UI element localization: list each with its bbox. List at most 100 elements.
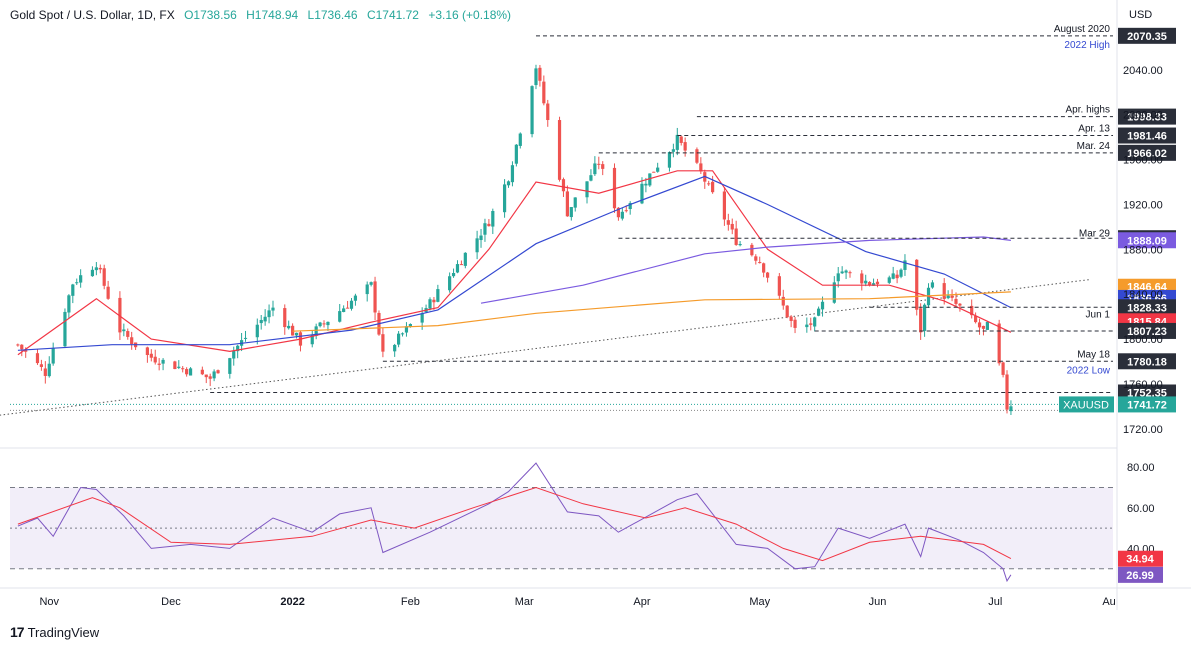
candle-body [294,332,299,336]
candle-body [699,163,703,172]
candle-body [24,349,28,352]
candle-body [679,136,683,143]
candle-body [185,369,189,375]
level-note: Jun 1 [1086,309,1111,320]
ema-50-line [17,175,1012,351]
candle-body [404,326,409,333]
candle-body [671,149,675,152]
candle-body [738,244,742,246]
candle-body [958,303,962,306]
candle-body [561,179,566,192]
candle-body [373,281,377,313]
candle-body [754,256,758,261]
candle-body [448,276,452,291]
price-tag-bg [1118,299,1176,316]
candle-body [620,211,624,219]
price-tag: 1741.72 [1127,399,1167,411]
candle-body [565,191,569,217]
candle-body [624,210,628,212]
time-axis-tick: Apr [633,596,650,608]
candle-body [518,133,522,146]
candle-body [345,307,350,309]
time-axis-tick: 2022 [280,596,304,608]
candle-body [589,175,593,181]
candle-body [675,134,679,150]
candle-body [157,363,161,365]
candle-body [887,277,891,283]
ohlc-open: O1738.56 [184,8,237,22]
candle-body [711,181,715,193]
time-axis-tick: Mar [515,596,534,608]
candle-body [922,304,927,331]
price-tag: 1966.02 [1127,148,1167,160]
candle-body [283,308,287,328]
currency-label: USD [1129,9,1152,21]
candle-body [63,311,67,347]
candle-body [974,315,978,323]
candle-body [616,207,621,218]
candle-body [726,220,730,225]
level-note: Apr. highs [1066,105,1110,116]
candle-body [263,316,267,322]
candle-body [118,297,122,333]
candle-body [734,228,738,245]
candle-body [538,67,542,81]
candle-body [212,371,216,379]
price-axis-tick: 1960.00 [1123,155,1163,167]
rsi-ma-value-tag-bg [1118,550,1163,567]
time-axis-tick: Feb [401,596,420,608]
candle-body [228,358,232,374]
candle-body [369,282,373,285]
ema-100-line [480,236,1011,304]
price-tag: 2070.35 [1127,31,1167,43]
candle-body [287,325,291,329]
time-axis-tick: Jul [988,596,1002,608]
candle-body [397,333,401,345]
candle-body [353,295,358,301]
tradingview-brand[interactable]: 17 TradingView [10,624,99,640]
candle-body [970,305,974,316]
candle-body [899,269,903,277]
candle-body [915,259,919,310]
candle-body [569,207,573,218]
candle-body [126,331,130,337]
price-axis-tick: 1920.00 [1123,199,1163,211]
candle-body [106,286,110,299]
candle-body [342,308,346,313]
price-tag-bg [1118,144,1176,161]
candle-body [130,337,134,345]
time-axis-tick: Nov [39,596,59,608]
ohlc-change: +3.16 (+0.18%) [428,8,512,22]
candle-body [628,203,632,210]
price-axis-tick: 1800.00 [1123,334,1163,346]
candle-body [809,323,813,325]
candle-body [836,273,840,282]
candle-body [506,181,511,186]
candle-body [102,268,106,286]
candle-body [243,337,248,339]
candle-body [400,333,405,335]
time-axis-tick: May [749,596,770,608]
candle-body [236,345,240,352]
candle-body [758,262,762,264]
candle-body [459,264,464,266]
candle-body [542,81,546,104]
symbol-tag-bg [1059,396,1114,413]
candle-body [204,374,208,378]
candle-body [483,223,487,235]
price-tag: 1828.33 [1127,302,1167,314]
candle-body [381,334,385,352]
candle-body [259,319,263,324]
rsi-line [17,462,1012,583]
price-tag: 1780.18 [1127,356,1167,368]
candle-body [98,267,102,270]
candle-body [777,276,781,296]
candle-body [864,280,868,284]
price-axis-tick: 1840.00 [1123,289,1163,301]
candle-body [173,361,177,370]
candle-body [43,368,47,376]
ohlc-low: L1736.46 [307,8,358,22]
candle-body [805,324,809,328]
candle-body [919,308,923,333]
candle-body [1001,362,1005,375]
